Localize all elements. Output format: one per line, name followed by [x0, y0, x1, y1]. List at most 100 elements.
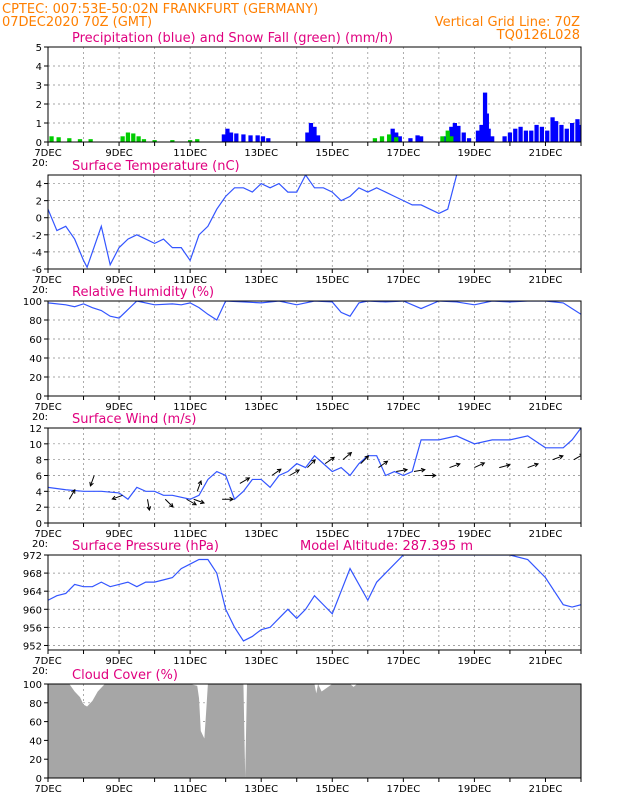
x-tick-label: 19DEC: [458, 656, 492, 667]
precip-bar: [539, 126, 545, 142]
precip-bar: [466, 138, 472, 142]
wind-arrow: [580, 459, 581, 460]
wind-arrow: [307, 459, 316, 468]
x-tick-label: 11DEC: [173, 275, 207, 286]
year-stub: 20:: [32, 539, 48, 550]
x-tick-label: 17DEC: [386, 784, 420, 795]
precip-bar: [456, 125, 461, 142]
x-tick-label: 17DEC: [386, 148, 420, 159]
wind-arrow-head: [431, 473, 437, 478]
panel-2: 0 20 40 60 80 100 7DEC 9DEC 11DEC 13DEC 15DEC 17DEC…: [23, 285, 582, 423]
wind-arrow-shaft: [413, 469, 425, 473]
wind-arrow-shaft: [474, 462, 485, 469]
snow-bar: [152, 140, 157, 142]
wind-arrow-shaft: [112, 494, 123, 500]
panel-frame: [47, 174, 582, 270]
wind-arrow: [89, 475, 95, 487]
x-tick-label: 19DEC: [458, 148, 492, 159]
wind-arrow: [527, 462, 540, 469]
panel-3: 0 2 4 6 8 10 12 7DEC 9DEC 11DEC 13DEC 15DEC 17DEC 19D…: [29, 412, 582, 550]
precip-bar: [534, 124, 539, 142]
wind-arrow: [573, 453, 581, 461]
precip-bar: [266, 138, 271, 142]
wind-arrow-shaft: [342, 452, 352, 461]
precip-bar: [484, 113, 489, 142]
y-tick-label: 956: [23, 623, 42, 634]
wind-arrow-shaft: [552, 455, 564, 461]
wind-arrow: [193, 498, 206, 505]
wind-arrow-head: [505, 463, 511, 468]
wind-arrow: [342, 451, 353, 461]
snow-bar: [449, 136, 454, 142]
x-tick-label: 21DEC: [529, 656, 563, 667]
precip-bar: [502, 136, 507, 142]
series-line: [48, 555, 581, 642]
plot-area: [48, 175, 458, 269]
plot-area: [48, 301, 581, 321]
precip-bar: [569, 123, 575, 142]
wind-arrow-shaft: [271, 468, 282, 476]
x-tick-label: 9DEC: [105, 148, 132, 159]
wind-arrow: [239, 477, 251, 484]
precip-bar: [225, 128, 230, 142]
y-tick-label: 0: [36, 214, 42, 225]
x-tick-label: 11DEC: [173, 148, 207, 159]
snow-bar: [379, 136, 385, 142]
x-tick-label: 7DEC: [34, 529, 61, 540]
wind-arrow: [186, 498, 198, 506]
precip-bar: [529, 130, 534, 142]
wind-arrow-shaft: [186, 498, 197, 506]
panel-4: 952 956 960 964 968 972 7DEC 9DEC 11DEC 13DEC 15DE…: [23, 539, 582, 677]
wind-arrow-head: [245, 477, 251, 482]
precip-bar: [507, 132, 513, 142]
wind-arrow-shaft: [193, 498, 205, 504]
y-tick-label: 2: [36, 100, 42, 111]
y-tick-label: 10: [29, 440, 42, 451]
precip-bar: [553, 121, 559, 142]
y-tick-label: 40: [29, 736, 42, 747]
wind-arrow-head: [229, 496, 235, 502]
x-tick-label: 19DEC: [458, 402, 492, 413]
panel-0: 0 1 2 3 4 5 7DEC 9DEC 11DEC 13DEC 15DEC 17DEC 19DEC 2…: [32, 31, 582, 169]
y-tick-label: 20: [29, 755, 42, 766]
precip-bar: [255, 135, 260, 142]
x-tick-label: 19DEC: [458, 784, 492, 795]
x-tick-label: 15DEC: [315, 784, 349, 795]
snow-bar: [77, 139, 83, 142]
wind-arrow: [68, 488, 76, 500]
panel-title: Surface Temperature (nC): [72, 159, 240, 174]
plot-area: [48, 555, 581, 642]
x-tick-label: 21DEC: [529, 402, 563, 413]
precip-bar: [415, 135, 420, 142]
wind-arrow: [396, 467, 409, 473]
precip-bar: [578, 124, 581, 142]
wind-arrow-head: [347, 451, 353, 457]
y-tick-label: 3: [36, 81, 42, 92]
panel-frame: [47, 46, 582, 143]
wind-arrow-shaft: [196, 480, 202, 492]
wind-arrow: [449, 462, 461, 469]
x-tick-label: 15DEC: [315, 529, 349, 540]
snow-bar: [440, 136, 445, 142]
x-tick-label: 17DEC: [386, 529, 420, 540]
wind-arrow: [499, 463, 511, 469]
snow-bar: [120, 136, 125, 142]
wind-arrow-head: [330, 456, 336, 462]
snow-bar: [131, 133, 136, 142]
wind-arrow: [424, 473, 437, 478]
x-tick-label: 7DEC: [34, 784, 61, 795]
precip-bar: [518, 126, 523, 142]
x-tick-label: 17DEC: [386, 275, 420, 286]
y-tick-label: 80: [29, 699, 42, 710]
snow-bar: [394, 137, 399, 142]
wind-arrow: [289, 469, 301, 476]
precip-bar: [312, 126, 317, 142]
y-tick-label: 968: [23, 569, 42, 580]
snow-bar: [141, 139, 147, 142]
wind-arrow-shaft: [289, 469, 300, 476]
y-tick-label: -4: [32, 248, 42, 259]
precip-bar: [545, 130, 550, 142]
precip-bar: [461, 132, 466, 142]
